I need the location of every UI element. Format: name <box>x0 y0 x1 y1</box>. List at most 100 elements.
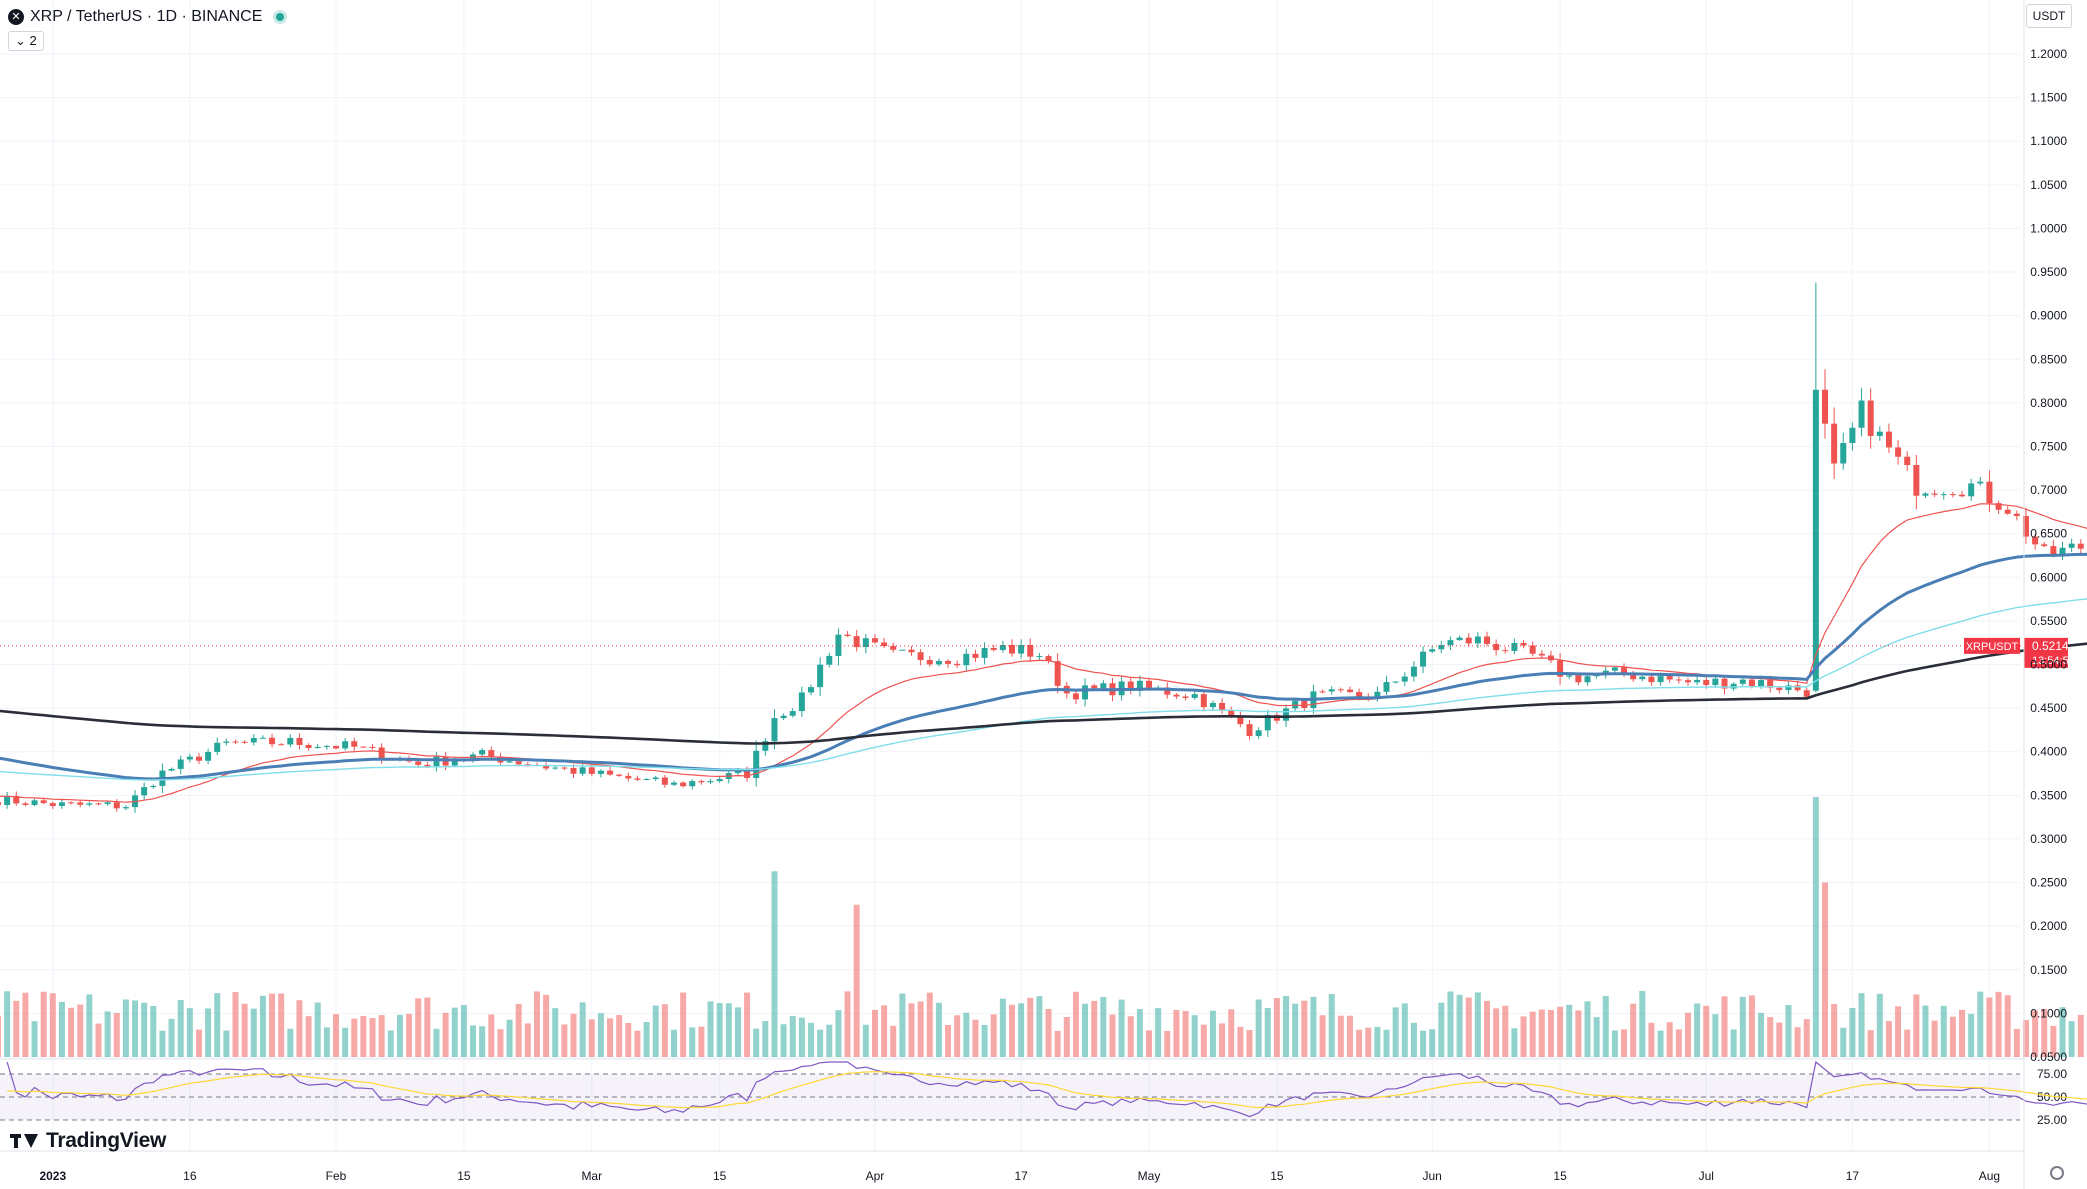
candle-body <box>451 760 458 766</box>
price-tick-label: 1.1000 <box>2030 134 2067 148</box>
volume-bar <box>1584 1001 1591 1057</box>
symbol-title: XRP / TetherUS · 1D · BINANCE <box>30 8 263 25</box>
price-axis[interactable]: 1.2000 1.1500 1.1000 1.0500 1.0000 0.9500 0.90… <box>2023 0 2067 1189</box>
candle-body <box>543 765 550 769</box>
price-tick-label: 1.2000 <box>2030 47 2067 61</box>
candle-body <box>305 744 312 748</box>
candle-body <box>433 756 440 767</box>
volume-bar <box>1949 1016 1956 1057</box>
indicator-collapse-button[interactable]: ⌄ 2 <box>8 31 44 51</box>
volume-bar <box>1730 1029 1737 1057</box>
volume-bar <box>305 1016 312 1057</box>
currency-selector[interactable]: USDT <box>2026 4 2072 28</box>
candle-body <box>479 750 486 755</box>
volume-bar <box>205 1008 212 1057</box>
candle-body <box>2032 536 2039 545</box>
volume-bar <box>1045 1009 1052 1057</box>
candle-body <box>1328 689 1335 692</box>
candle-body <box>205 751 212 761</box>
time-tick-label: 2023 <box>39 1169 66 1183</box>
volume-bar <box>1502 1005 1509 1057</box>
time-tick-label: May <box>1138 1169 1161 1183</box>
candle-body <box>77 802 84 805</box>
volume-bar <box>1812 797 1819 1057</box>
candle-body <box>597 770 604 774</box>
volume-bar <box>1237 1026 1244 1057</box>
candle-body <box>1694 679 1701 683</box>
candle-body <box>1931 493 1938 495</box>
candle-body <box>680 782 687 787</box>
candle-body <box>1995 503 2002 510</box>
price-tick-label: 0.7000 <box>2030 483 2067 497</box>
candle-body <box>2050 546 2057 555</box>
volume-bar <box>451 1007 458 1057</box>
volume-bar <box>734 1007 741 1057</box>
volume-bar <box>1885 1021 1892 1057</box>
tradingview-logo[interactable]: TradingView <box>10 1126 166 1156</box>
rsi-tick-label: 50.00 <box>2037 1090 2067 1104</box>
candle-body <box>141 787 148 796</box>
candle-body <box>2077 543 2084 549</box>
volume-bar <box>789 1016 796 1057</box>
volume-bar <box>1136 1009 1143 1057</box>
volume-bar <box>406 1013 413 1057</box>
volume-bar <box>899 993 906 1057</box>
candle-body <box>1739 679 1746 684</box>
candle-body <box>1812 389 1819 691</box>
candle-body <box>570 767 577 774</box>
volume-bar <box>533 991 540 1057</box>
last-price-line: XRPUSDT 0.5214 13:54:59 <box>0 637 2075 668</box>
candle-body <box>917 652 924 661</box>
volume-bar <box>1429 1029 1436 1057</box>
candle-body <box>798 692 805 712</box>
volume-bar <box>853 904 860 1057</box>
candle-body <box>1091 685 1098 689</box>
volume-bar <box>1931 1020 1938 1057</box>
volume-bar <box>607 1018 614 1057</box>
volume-bar <box>1319 1015 1326 1057</box>
volume-bar <box>1547 1009 1554 1057</box>
moving-average-50 <box>0 552 2087 781</box>
chart-grid <box>0 0 2020 1150</box>
candle-body <box>963 653 970 666</box>
candle-body <box>259 737 266 739</box>
volume-bar <box>1666 1022 1673 1057</box>
volume-bar <box>972 1019 979 1057</box>
volume-bar <box>1383 1029 1390 1057</box>
candle-body <box>1794 685 1801 691</box>
volume-bar <box>1447 991 1454 1057</box>
candle-body <box>1018 644 1025 654</box>
volume-bar <box>1036 996 1043 1057</box>
candle-body <box>287 737 294 745</box>
volume-bar <box>1182 1010 1189 1057</box>
candle-body <box>1072 693 1079 700</box>
candle-body <box>2068 543 2075 548</box>
candle-body <box>1575 675 1582 683</box>
volume-bar <box>1922 1005 1929 1057</box>
volume-bar <box>990 1014 997 1057</box>
candle-body <box>4 796 11 805</box>
price-tick-label: 0.2500 <box>2030 876 2067 890</box>
volume-bar <box>1566 1004 1573 1057</box>
candle-body <box>1885 431 1892 448</box>
moving-average-100 <box>0 598 2087 781</box>
price-tick-label: 0.0500 <box>2030 1050 2067 1064</box>
candle-body <box>1036 656 1043 658</box>
candle-body <box>817 664 824 688</box>
symbol-header[interactable]: ✕ XRP / TetherUS · 1D · BINANCE <box>8 6 285 28</box>
settings-gear-icon[interactable] <box>2050 1166 2064 1180</box>
volume-bar <box>1712 1014 1719 1057</box>
candle-body <box>552 767 559 769</box>
volume-bar <box>1822 882 1828 1057</box>
candle-body <box>1146 680 1153 688</box>
time-axis[interactable]: 202316Feb15Mar15Apr17May15Jun15Jul17Aug1… <box>0 1150 2087 1183</box>
candle-body <box>269 737 276 745</box>
candle-body <box>972 653 979 658</box>
volume-bar <box>22 992 29 1057</box>
volume-bar <box>396 1014 403 1057</box>
candle-body <box>561 767 568 769</box>
volume-bar <box>798 1017 805 1057</box>
volume-bar <box>1940 1005 1947 1057</box>
price-tick-label: 0.1500 <box>2030 963 2067 977</box>
